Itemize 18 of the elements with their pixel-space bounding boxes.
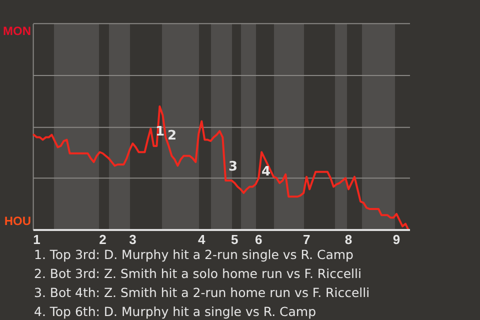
x-tick-label: 9 [392,232,400,247]
x-tick-label: 5 [231,232,238,247]
x-tick-label: 2 [99,232,106,247]
text: 3. Bot 4th: Z. Smith hit a 2-run home run vs F. Riccelli [34,285,370,300]
x-tick-label: 3 [129,232,136,247]
annotation: 3 [228,160,238,175]
text: 4. Top 6th: D. Murphy hit a single vs R. Camp [34,304,316,319]
x-tick-label: 4 [198,232,206,247]
text: MON [3,24,31,38]
annotation: 4 [261,164,271,180]
text: 1. Top 3rd: D. Murphy hit a 2-run single vs R. Camp [34,247,354,262]
x-tick-label: 7 [302,232,310,247]
text: HOU [4,214,31,228]
x-tick-label: 6 [255,232,262,247]
text: 2. Bot 3rd: Z. Smith hit a solo home run vs F. Riccelli [34,266,362,281]
x-tick-label: 1 [33,232,40,247]
x-tick-label: 8 [344,232,352,247]
annotation: 2 [167,128,177,144]
